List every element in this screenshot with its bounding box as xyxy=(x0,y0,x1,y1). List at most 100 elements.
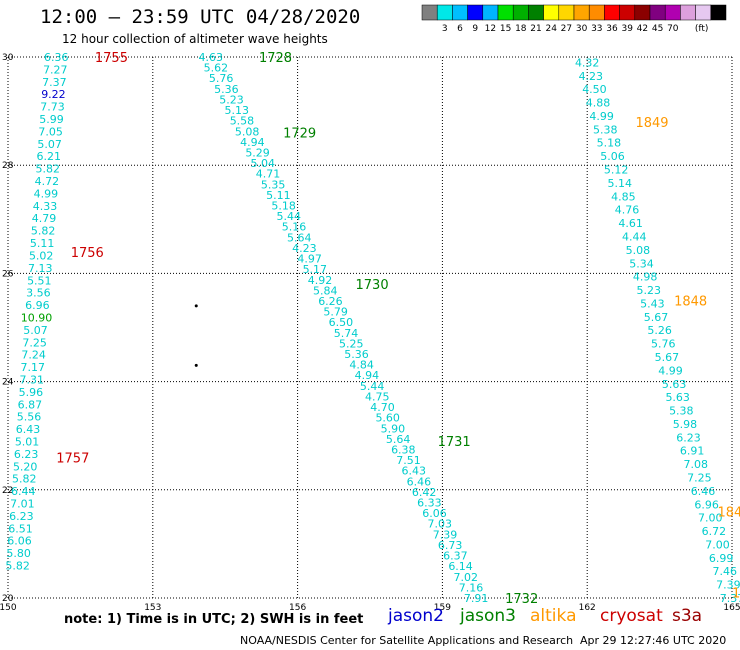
colorbar-swatch xyxy=(528,4,544,21)
swh-value: 5.14 xyxy=(608,177,633,190)
page-subtitle: 12 hour collection of altimeter wave hei… xyxy=(62,32,328,46)
swh-value: 5.07 xyxy=(23,324,48,337)
swh-value: 6.23 xyxy=(9,510,34,523)
swh-value: 6.33 xyxy=(417,497,442,510)
colorbar-label: 36 xyxy=(606,24,618,34)
swh-value: 5.67 xyxy=(644,311,669,324)
x-tick-label: 153 xyxy=(144,603,161,613)
colorbar-label: 70 xyxy=(667,24,679,34)
x-tick-label: 150 xyxy=(0,603,17,613)
legend-altika: altika xyxy=(530,606,577,626)
swh-value: 5.38 xyxy=(669,405,694,418)
swh-value: 6.96 xyxy=(25,299,50,312)
track-marks: 6.367.277.379.227.735.997.055.076.215.82… xyxy=(5,51,740,607)
swh-value: 6.43 xyxy=(16,423,41,436)
legend-jason2: jason2 xyxy=(388,606,444,626)
colorbar-label: 12 xyxy=(485,24,496,34)
swh-value: 4.23 xyxy=(292,242,317,255)
swh-value: 5.12 xyxy=(604,164,629,177)
swh-value: 6.23 xyxy=(676,431,701,444)
swh-value: 5.82 xyxy=(5,560,30,573)
swh-value: 5.16 xyxy=(282,221,307,234)
swh-value: 7.24 xyxy=(21,349,46,362)
swh-value: 5.08 xyxy=(626,244,651,257)
swh-value: 5.23 xyxy=(219,93,244,106)
colorbar-swatch xyxy=(452,4,468,21)
swh-value: 5.63 xyxy=(665,391,690,404)
colorbar-label: 15 xyxy=(500,24,511,34)
footer-note: note: 1) Time is in UTC; 2) SWH is in fe… xyxy=(64,612,364,627)
pass-time-label: 1731 xyxy=(438,435,471,450)
x-tick-label: 159 xyxy=(434,603,451,613)
y-tick-label: 30 xyxy=(2,53,14,63)
swh-value: 4.71 xyxy=(256,168,281,181)
y-tick-label: 20 xyxy=(2,594,14,604)
swh-value: 5.02 xyxy=(29,249,54,262)
swh-value: 5.64 xyxy=(386,433,411,446)
colorbar-swatch xyxy=(695,4,712,21)
swh-value: 5.98 xyxy=(673,418,698,431)
swh-value: 7.25 xyxy=(687,471,712,484)
swh-value: 5.58 xyxy=(230,115,255,128)
pass-time-label: 1728 xyxy=(259,51,292,66)
data-dot xyxy=(194,363,198,367)
swh-value: 5.56 xyxy=(17,411,42,424)
swh-value: 7.02 xyxy=(454,571,479,584)
colorbar-label: 30 xyxy=(576,24,588,34)
colorbar-swatch xyxy=(573,4,590,21)
swh-value: 5.01 xyxy=(15,436,40,449)
pass-time-label: 1757 xyxy=(56,451,89,466)
swh-value: 7.39 xyxy=(433,528,458,541)
swh-value: 7.00 xyxy=(705,538,730,551)
swh-value: 6.96 xyxy=(694,498,719,511)
colorbar-label: 21 xyxy=(530,24,541,34)
swh-value: 4.33 xyxy=(33,200,58,213)
swh-value: 7.08 xyxy=(684,458,709,471)
swh-value: 5.76 xyxy=(651,338,676,351)
swh-value: 5.04 xyxy=(251,157,276,170)
swh-value: 6.46 xyxy=(691,485,716,498)
swh-value: 4.88 xyxy=(586,97,611,110)
swh-value: 6.46 xyxy=(407,475,432,488)
swh-value: 5.76 xyxy=(209,72,234,85)
swh-value: 9.22 xyxy=(41,88,66,101)
swh-value: 4.32 xyxy=(575,56,600,69)
swh-value: 6.50 xyxy=(329,316,354,329)
swh-value: 5.60 xyxy=(375,412,400,425)
legend-cryosat: cryosat xyxy=(600,606,663,626)
colorbar-label: 3 xyxy=(442,24,448,34)
footer-credit: NOAA/NESDIS Center for Satellite Applica… xyxy=(240,634,574,647)
swh-value: 4.99 xyxy=(658,364,683,377)
colorbar-unit: (ft) xyxy=(695,24,709,34)
swh-value: 5.18 xyxy=(597,137,622,150)
colorbar-label: 9 xyxy=(472,24,478,34)
swh-value: 5.25 xyxy=(339,337,364,350)
swh-value: 6.99 xyxy=(709,552,734,565)
swh-value: 5.34 xyxy=(629,257,654,270)
swh-value: 4.94 xyxy=(355,369,380,382)
swh-value: 4.99 xyxy=(589,110,614,123)
swh-value: 6.72 xyxy=(702,525,727,538)
colorbar-swatch xyxy=(588,4,605,21)
swh-value: 7.37 xyxy=(42,76,67,89)
swh-value: 5.79 xyxy=(323,306,348,319)
swh-value: 7.16 xyxy=(459,581,484,594)
swh-value: 5.99 xyxy=(39,113,64,126)
swh-value: 5.43 xyxy=(640,297,665,310)
data-dot xyxy=(194,304,198,308)
swh-value: 7.91 xyxy=(464,592,489,605)
footer-timestamp: Apr 29 12:27:46 UTC 2020 xyxy=(580,634,727,647)
swh-value: 5.17 xyxy=(303,263,328,276)
colorbar: 3 6 9 12 15 18 21 24 27 30 33 36 39 42 45 70 (ft) xyxy=(421,4,727,34)
swh-value: 5.08 xyxy=(235,125,260,138)
swh-value: 5.62 xyxy=(204,62,229,75)
swh-value: 6.14 xyxy=(448,560,473,573)
swh-value: 6.36 xyxy=(44,51,69,64)
swh-value: 5.64 xyxy=(287,231,312,244)
swh-value: 5.13 xyxy=(224,104,249,117)
swh-value: 5.74 xyxy=(334,327,359,340)
swh-value: 5.36 xyxy=(214,83,239,96)
swh-value: 6.42 xyxy=(412,486,437,499)
y-tick-label: 24 xyxy=(2,378,14,388)
